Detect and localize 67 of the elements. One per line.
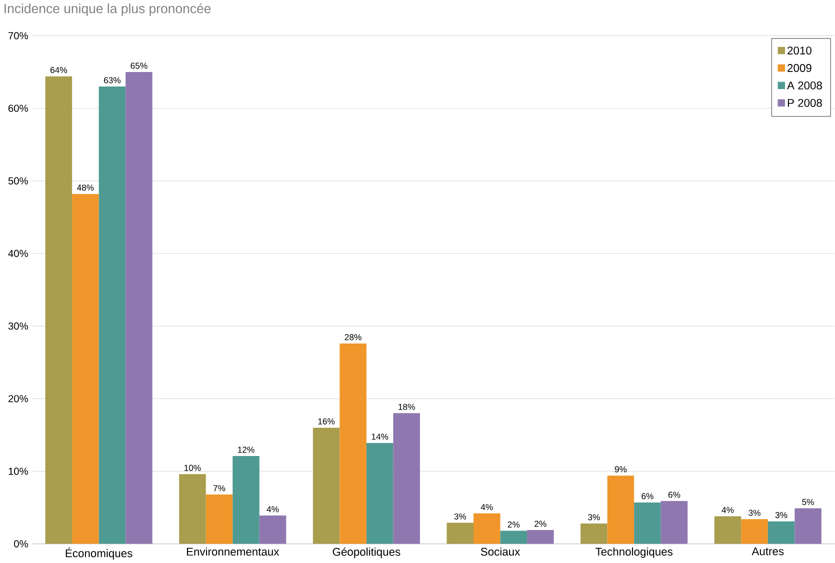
data-label: 65% <box>130 62 148 69</box>
bar <box>634 502 661 544</box>
data-label: 7% <box>213 485 226 492</box>
bar <box>741 519 768 544</box>
bar <box>768 521 795 544</box>
bar <box>660 501 688 544</box>
bar <box>126 72 152 544</box>
y-tick-label: 30% <box>8 322 28 330</box>
bar <box>714 516 742 544</box>
legend-label: P 2008 <box>788 99 822 107</box>
data-label: 10% <box>184 464 201 471</box>
y-tick-label: 70% <box>8 32 28 40</box>
data-label: 4% <box>722 507 734 514</box>
bar <box>232 456 260 544</box>
data-label: 48% <box>76 184 94 191</box>
bar <box>98 86 126 544</box>
data-label: 63% <box>104 77 121 84</box>
data-label: 3% <box>588 514 600 520</box>
x-tick-label: Sociaux <box>480 548 520 556</box>
bar <box>312 428 340 544</box>
bar <box>366 443 394 544</box>
y-tick-label: 0% <box>14 540 28 548</box>
data-label: 18% <box>398 404 415 410</box>
x-tick-label: Autres <box>752 548 784 556</box>
y-tick-label: 50% <box>8 177 28 185</box>
y-tick-label: 10% <box>8 468 28 475</box>
data-label: 5% <box>802 499 814 506</box>
y-tick-label: 20% <box>8 395 28 402</box>
bar <box>607 476 634 544</box>
data-label: 4% <box>266 506 279 512</box>
bar <box>393 413 420 544</box>
data-label: 2% <box>508 522 520 528</box>
data-label: 3% <box>748 510 760 516</box>
bar <box>527 530 554 544</box>
y-tick-label: 60% <box>8 104 28 112</box>
bar <box>794 508 822 544</box>
data-label: 12% <box>238 446 254 453</box>
chart-title: Incidence unique la plus prononcée <box>4 3 211 16</box>
bar <box>206 494 233 544</box>
bar <box>500 530 528 544</box>
bar <box>446 522 474 544</box>
bar <box>580 524 608 544</box>
data-label: 2% <box>534 520 546 527</box>
bar <box>72 194 99 544</box>
data-label: 6% <box>668 492 680 498</box>
data-label: 3% <box>454 514 466 520</box>
data-label: 6% <box>642 493 654 500</box>
bar <box>340 344 366 544</box>
legend-label: 2010 <box>788 46 812 55</box>
legend-label: A 2008 <box>787 82 822 90</box>
x-tick-label: Géopolitiques <box>332 548 400 558</box>
data-label: 4% <box>480 504 493 510</box>
data-label: 3% <box>775 512 788 518</box>
bar <box>45 76 72 544</box>
x-tick-label: Économiques <box>66 548 132 560</box>
data-label: 28% <box>344 334 362 340</box>
bar <box>474 513 500 544</box>
data-label: 16% <box>318 418 335 425</box>
bar <box>259 516 286 544</box>
data-label: 64% <box>50 67 68 74</box>
data-label: 9% <box>614 466 627 472</box>
y-tick-label: 40% <box>8 250 28 258</box>
bar <box>179 474 206 544</box>
x-tick-label: Technologiques <box>595 548 673 558</box>
data-label: 14% <box>372 434 388 440</box>
x-tick-label: Environnementaux <box>186 548 280 556</box>
legend-label: 2009 <box>788 64 812 72</box>
